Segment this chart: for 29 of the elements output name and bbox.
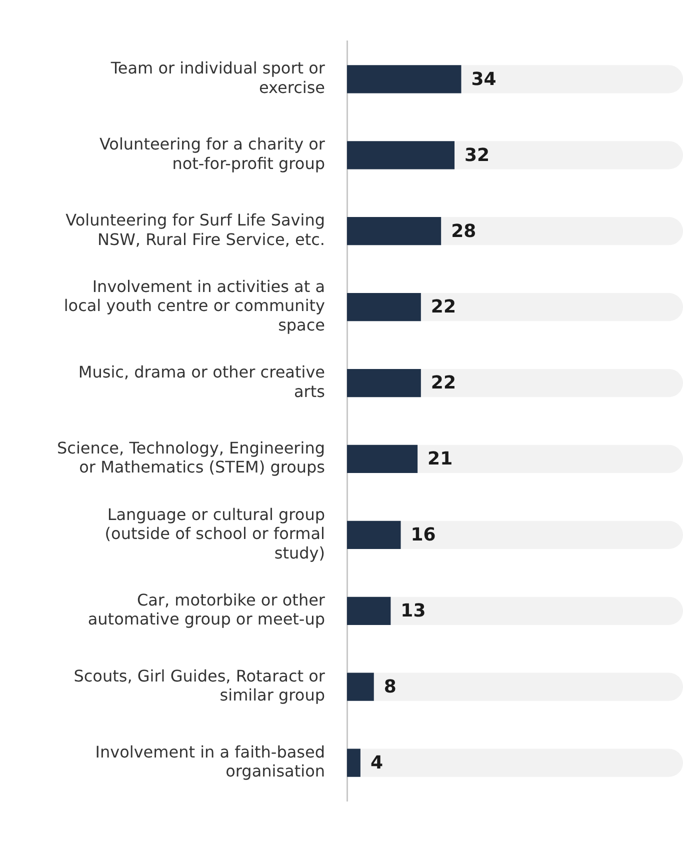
bar [347, 596, 391, 625]
data-label: 21 [428, 448, 453, 470]
y-tick-label: Music, drama or other creative arts [78, 362, 325, 401]
y-tick-label: Team or individual sport or exercise [110, 58, 326, 97]
bar [347, 748, 360, 777]
bar [347, 368, 421, 398]
bar [347, 293, 421, 322]
y-tick-label: Volunteering for a charity or not-for-profit group [99, 134, 326, 173]
y-tick-label: Science, Technology, Engineering or Mathematics (STEM) groups [57, 438, 325, 477]
bar [347, 444, 418, 474]
data-label: 4 [370, 752, 383, 774]
bar [347, 520, 401, 549]
data-label: 32 [464, 144, 490, 166]
y-tick-label: Language or cultural group (outside of school or formal study) [104, 504, 325, 562]
y-tick-label: Volunteering for Surf Life Saving NSW, Rural Fire Service, etc. [66, 210, 325, 249]
y-tick-label: Scouts, Girl Guides, Rotaract or similar group [74, 666, 326, 705]
data-label: 28 [451, 220, 476, 242]
data-label: 34 [471, 68, 496, 90]
data-label: 22 [430, 296, 456, 318]
data-label: 22 [430, 372, 456, 394]
y-tick-label: Involvement in a faith-based organisation [95, 742, 325, 781]
y-tick-label: Involvement in activities at a local youth centre or community space [64, 277, 325, 334]
bar [347, 141, 455, 170]
data-label: 16 [410, 524, 436, 546]
data-label: 8 [384, 676, 396, 698]
data-label: 13 [400, 600, 426, 622]
bar [347, 217, 442, 246]
bar [347, 672, 374, 701]
y-tick-label: Car, motorbike or other automative group or meet-up [88, 590, 326, 629]
